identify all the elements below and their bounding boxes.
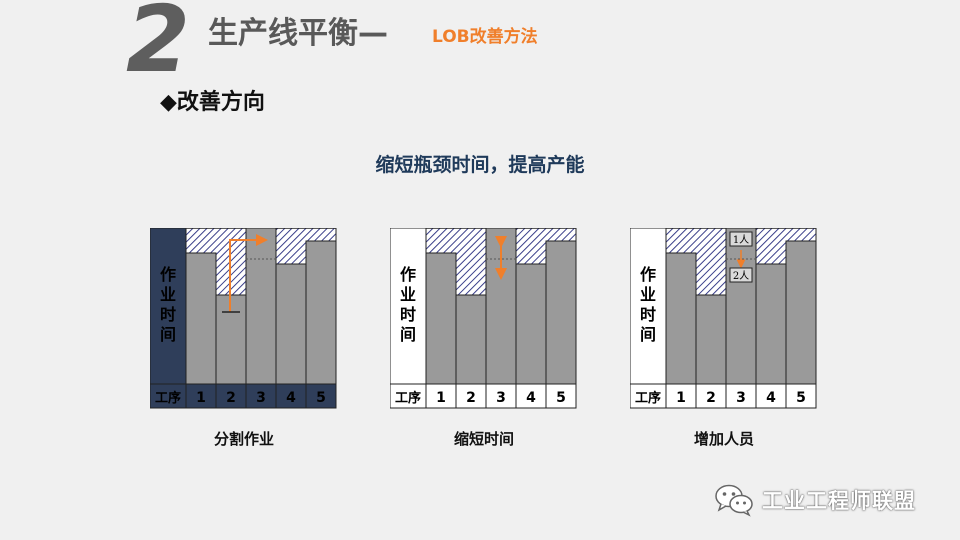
tag-box-1	[729, 231, 753, 247]
wechat-icon	[715, 484, 753, 517]
diagram-split-work: 工序 1 2 3 4 5 作 业 时 间	[150, 228, 337, 409]
svg-text:业: 业	[160, 285, 176, 304]
svg-text:时: 时	[400, 305, 416, 324]
station-label-4: 4	[286, 390, 296, 406]
station-label-1: 1	[676, 390, 686, 406]
bar-station-5	[785, 240, 817, 385]
bar-station-3	[245, 228, 277, 385]
svg-text:业: 业	[400, 285, 416, 304]
bar-station-4	[275, 263, 307, 385]
bar-station-1	[665, 252, 697, 385]
bar-station-4	[515, 263, 547, 385]
diagram-add-staff: 1人 2人 工序 1 2 3 4 5 作 业 时 间	[630, 228, 817, 409]
station-label-2: 2	[226, 390, 236, 406]
x-axis: 工序 1 2 3 4 5	[630, 383, 817, 409]
tag-box-2	[729, 267, 753, 283]
bar-station-2	[455, 294, 487, 385]
caption-shorten-time: 缩短时间	[453, 430, 514, 448]
station-label-1: 1	[436, 390, 446, 406]
tag-1: 1人	[733, 234, 749, 246]
slide-title: 生产线平衡—	[208, 16, 388, 51]
y-axis-box	[390, 228, 427, 385]
slide-number: 2	[126, 0, 191, 93]
x-axis-label: 工序	[155, 390, 181, 406]
svg-text:作: 作	[400, 265, 416, 284]
svg-text:间: 间	[160, 325, 176, 344]
x-axis-label: 工序	[395, 390, 421, 406]
bar-station-5	[545, 240, 577, 385]
bar-station-1	[425, 252, 457, 385]
headline: 缩短瓶颈时间，提高产能	[375, 154, 585, 176]
station-label-1: 1	[196, 390, 206, 406]
footer-brand-label: 工业工程师联盟	[762, 489, 916, 513]
svg-text:时: 时	[640, 305, 656, 324]
svg-text:作: 作	[640, 265, 656, 284]
footer-brand: 工业工程师联盟	[714, 483, 916, 517]
station-label-2: 2	[706, 390, 716, 406]
svg-text:业: 业	[640, 285, 656, 304]
bar-station-2	[695, 294, 727, 385]
y-axis-label: 作 业 时 间	[640, 265, 656, 344]
station-label-4: 4	[526, 390, 536, 406]
bar-station-5	[305, 240, 337, 385]
svg-text:间: 间	[640, 325, 656, 344]
svg-text:作: 作	[160, 265, 176, 284]
diagram-shorten-time: 工序 1 2 3 4 5 作 业 时 间	[390, 228, 577, 409]
y-axis-label: 作 业 时 间	[400, 265, 416, 344]
station-label-3: 3	[496, 390, 506, 406]
station-label-5: 5	[796, 390, 806, 406]
bar-station-1	[185, 252, 217, 385]
x-axis: 工序 1 2 3 4 5	[150, 383, 337, 409]
station-label-3: 3	[256, 390, 266, 406]
caption-split-work: 分割作业	[213, 430, 274, 448]
section-heading: ◆改善方向	[160, 90, 265, 115]
station-label-5: 5	[316, 390, 326, 406]
svg-text:间: 间	[400, 325, 416, 344]
slide-subtitle: LOB改善方法	[432, 27, 538, 47]
y-axis-label: 作 业 时 间	[160, 265, 176, 344]
station-label-5: 5	[556, 390, 566, 406]
tag-2: 2人	[733, 270, 749, 282]
bar-station-4	[755, 263, 787, 385]
svg-text:时: 时	[160, 305, 176, 324]
station-label-2: 2	[466, 390, 476, 406]
station-label-3: 3	[736, 390, 746, 406]
caption-add-staff: 增加人员	[693, 430, 754, 448]
transfer-arrow	[229, 234, 268, 312]
x-axis: 工序 1 2 3 4 5	[390, 383, 577, 409]
x-axis-label: 工序	[635, 390, 661, 406]
station-label-4: 4	[766, 390, 776, 406]
